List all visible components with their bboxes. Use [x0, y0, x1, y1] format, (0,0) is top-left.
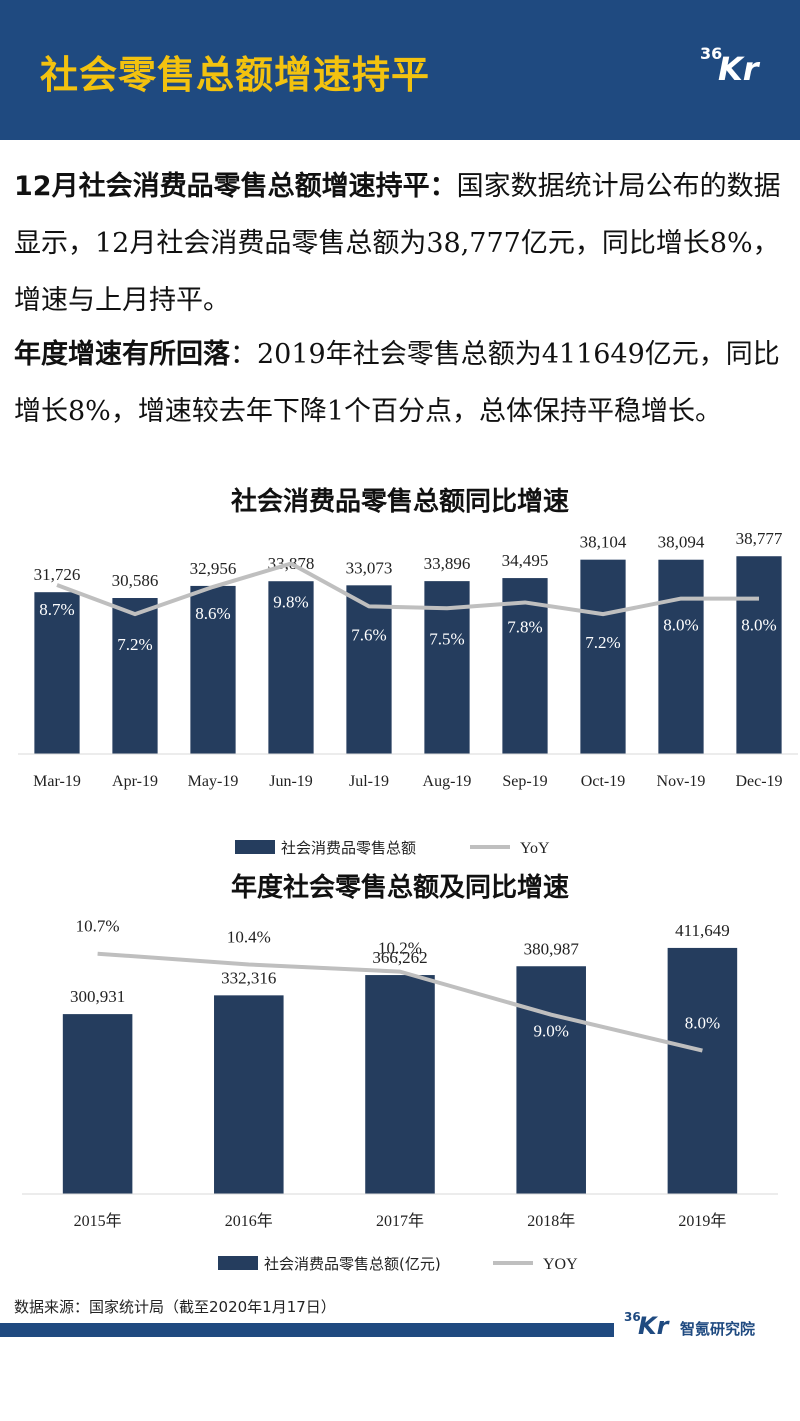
paragraph-annual-text: ：2019年社会零售总额为411649亿元，同比增长8%，增速较去年下降1个百分…	[14, 339, 780, 427]
bar-value-label: 38,094	[658, 533, 705, 552]
yoy-data-label: 10.7%	[76, 917, 120, 936]
x-tick-label: Apr-19	[112, 773, 158, 790]
x-tick-label: 2016年	[225, 1212, 273, 1230]
x-tick-label: 2019年	[678, 1212, 726, 1230]
x-tick-label: Dec-19	[735, 773, 782, 790]
bar	[62, 1014, 133, 1194]
yoy-data-label: 7.2%	[585, 633, 620, 652]
paragraph-monthly: 12月社会消费品零售总额增速持平：国家数据统计局公布的数据显示，12月社会消费品…	[14, 158, 786, 329]
x-tick-label: 2017年	[376, 1212, 424, 1230]
bar	[658, 559, 704, 754]
annual-retail-chart: 年度社会零售总额及同比增速 300,931 2015年 332,316 2016年 366…	[22, 872, 778, 1273]
yoy-data-label: 7.2%	[117, 635, 152, 654]
bar	[112, 598, 158, 754]
x-tick-label: Nov-19	[657, 773, 706, 790]
bar-value-label: 38,104	[580, 533, 627, 552]
x-tick-label: Jul-19	[349, 773, 389, 790]
bar	[346, 585, 392, 754]
yoy-data-label: 7.6%	[351, 625, 386, 644]
x-tick-label: May-19	[188, 773, 239, 790]
bar	[516, 966, 586, 1194]
yoy-data-label: 9.8%	[273, 593, 308, 612]
x-tick-label: Mar-19	[33, 773, 81, 790]
paragraph-monthly-text: 国家数据统计局公布的数据显示，12月社会消费品零售总额为38,777亿元，同比增…	[14, 171, 781, 316]
bar-value-label: 34,495	[502, 551, 549, 570]
logo-number: 36	[700, 44, 723, 63]
bar-value-label: 32,956	[190, 559, 237, 578]
x-tick-label: 2018年	[527, 1212, 575, 1230]
legend-swatch-bar	[235, 840, 275, 854]
legend-swatch-bar	[218, 1256, 258, 1270]
bar-value-label: 33,073	[346, 558, 393, 577]
bar	[736, 556, 782, 754]
x-tick-label: Oct-19	[581, 773, 625, 790]
yoy-data-label: 10.2%	[378, 939, 422, 958]
bar	[268, 581, 314, 754]
bar-value-label: 30,586	[112, 571, 159, 590]
x-tick-label: Jun-19	[269, 773, 313, 790]
yoy-data-label: 10.4%	[227, 927, 271, 946]
legend-label-bar: 社会消费品零售总额(亿元)	[264, 1255, 441, 1273]
bar	[365, 975, 435, 1194]
yoy-data-label: 9.0%	[533, 1022, 568, 1041]
bar-value-label: 380,987	[524, 939, 580, 958]
chart-title: 年度社会零售总额及同比增速	[231, 872, 569, 903]
bar-value-label: 366,262	[372, 948, 427, 967]
chart-title: 社会消费品零售总额同比增速	[231, 486, 569, 517]
yoy-data-label: 8.0%	[741, 616, 776, 635]
yoy-data-label: 7.8%	[507, 617, 542, 636]
footer-logo: 36 Kr 智氪研究院	[624, 1308, 794, 1344]
x-tick-label: Aug-19	[423, 773, 472, 790]
bar-value-label: 332,316	[221, 968, 276, 987]
bar-value-label: 38,777	[736, 529, 783, 548]
bar-value-label: 300,931	[70, 987, 125, 1006]
monthly-retail-chart: 社会消费品零售总额同比增速 31,726 Mar-19 30,586 Apr-19 32,…	[18, 486, 798, 857]
bar	[190, 585, 236, 754]
yoy-data-label: 7.5%	[429, 629, 464, 648]
yoy-line	[56, 561, 759, 617]
bar	[667, 947, 738, 1194]
bar	[502, 578, 548, 754]
footer-institute-name: 智氪研究院	[680, 1320, 756, 1338]
bar	[580, 559, 626, 754]
brand-logo: 36 Kr	[700, 44, 770, 100]
yoy-data-label: 8.0%	[685, 1014, 720, 1033]
yoy-line	[97, 951, 703, 1053]
page-title: 社会零售总额增速持平	[40, 53, 431, 97]
paragraph-annual-heading: 年度增速有所回落	[14, 339, 230, 370]
legend-label-line: YoY	[520, 840, 550, 857]
paragraph-annual: 年度增速有所回落：2019年社会零售总额为411649亿元，同比增长8%，增速较…	[14, 326, 786, 440]
data-source-note: 数据来源：国家统计局（截至2020年1月17日）	[14, 1298, 336, 1316]
bar	[214, 995, 284, 1194]
footer-logo-number: 36	[624, 1310, 641, 1324]
bar-value-label: 411,649	[675, 921, 730, 940]
bar	[34, 592, 80, 754]
x-tick-label: 2015年	[74, 1212, 122, 1230]
x-tick-label: Sep-19	[502, 773, 547, 790]
legend-label-bar: 社会消费品零售总额	[281, 839, 416, 857]
logo-letters: Kr	[718, 50, 759, 88]
footer-logo-letters: Kr	[638, 1312, 669, 1340]
yoy-data-label: 8.6%	[195, 604, 230, 623]
yoy-data-label: 8.0%	[663, 616, 698, 635]
bar-value-label: 33,896	[424, 554, 471, 573]
yoy-data-label: 8.7%	[39, 600, 74, 619]
header-banner: 社会零售总额增速持平 36 Kr	[0, 0, 800, 140]
legend-label-line: YOY	[543, 1256, 578, 1273]
bar-value-label: 31,726	[34, 565, 81, 584]
footer-bar	[0, 1323, 614, 1337]
paragraph-monthly-heading: 12月社会消费品零售总额增速持平：	[14, 171, 457, 202]
